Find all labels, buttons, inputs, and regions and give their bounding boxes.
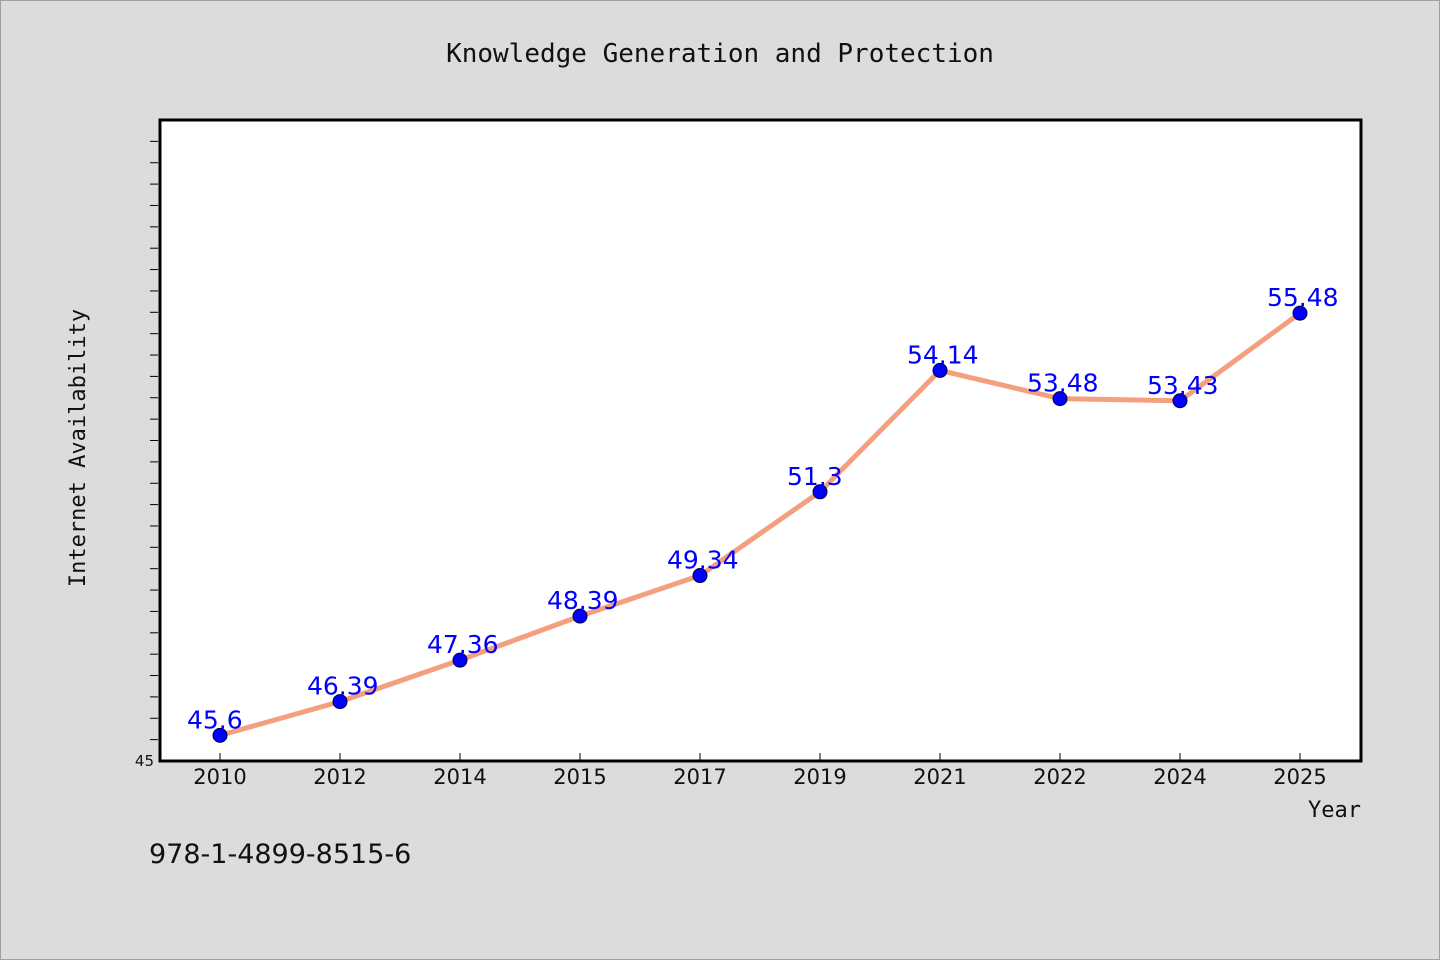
data-point xyxy=(452,652,468,668)
x-tick-label: 2010 xyxy=(193,765,246,789)
x-tick-label: 2024 xyxy=(1153,765,1206,789)
series-group: 45.6 46.39 47.36 48.39 49.34 51.3 54.14 53.48 53… xyxy=(187,283,1339,743)
data-point xyxy=(1052,391,1068,407)
data-label: 47.36 xyxy=(427,630,499,659)
x-tick-label: 2019 xyxy=(793,765,846,789)
isbn-footnote: 978-1-4899-8515-6 xyxy=(149,839,411,870)
x-tick-label: 2022 xyxy=(1033,765,1086,789)
data-point xyxy=(812,484,828,500)
data-point xyxy=(572,608,588,624)
plot-area xyxy=(158,118,1363,763)
data-point xyxy=(932,362,948,378)
y-axis-ticks: 45 xyxy=(135,140,158,770)
data-label: 45.6 xyxy=(187,705,243,734)
data-point xyxy=(1172,393,1188,409)
data-point xyxy=(212,727,228,743)
data-point xyxy=(692,568,708,584)
data-label: 46.39 xyxy=(307,672,379,701)
data-point xyxy=(332,694,348,710)
data-label: 55.48 xyxy=(1267,283,1339,312)
data-label: 53.43 xyxy=(1147,371,1219,400)
y-axis-title: Internet Availability xyxy=(66,309,91,587)
x-tick-label: 2017 xyxy=(673,765,726,789)
data-label: 51.3 xyxy=(787,462,843,491)
x-tick-label: 2015 xyxy=(553,765,606,789)
x-axis-ticks: 2010 2012 2014 2015 2017 2019 2021 2022 2024 2025 xyxy=(193,753,1327,789)
x-tick-label: 2025 xyxy=(1273,765,1326,789)
data-point xyxy=(1292,305,1308,321)
series-line xyxy=(217,310,1303,738)
data-label: 54.14 xyxy=(907,340,979,369)
data-label: 48.39 xyxy=(547,586,619,615)
data-label: 53.48 xyxy=(1027,369,1099,398)
x-tick-label: 2021 xyxy=(913,765,966,789)
chart-title: Knowledge Generation and Protection xyxy=(446,39,994,69)
x-axis-title: Year xyxy=(1308,798,1361,823)
y-tick-label: 45 xyxy=(135,752,154,770)
x-tick-label: 2014 xyxy=(433,765,486,789)
data-label: 49.34 xyxy=(667,546,739,575)
x-tick-label: 2012 xyxy=(313,765,366,789)
